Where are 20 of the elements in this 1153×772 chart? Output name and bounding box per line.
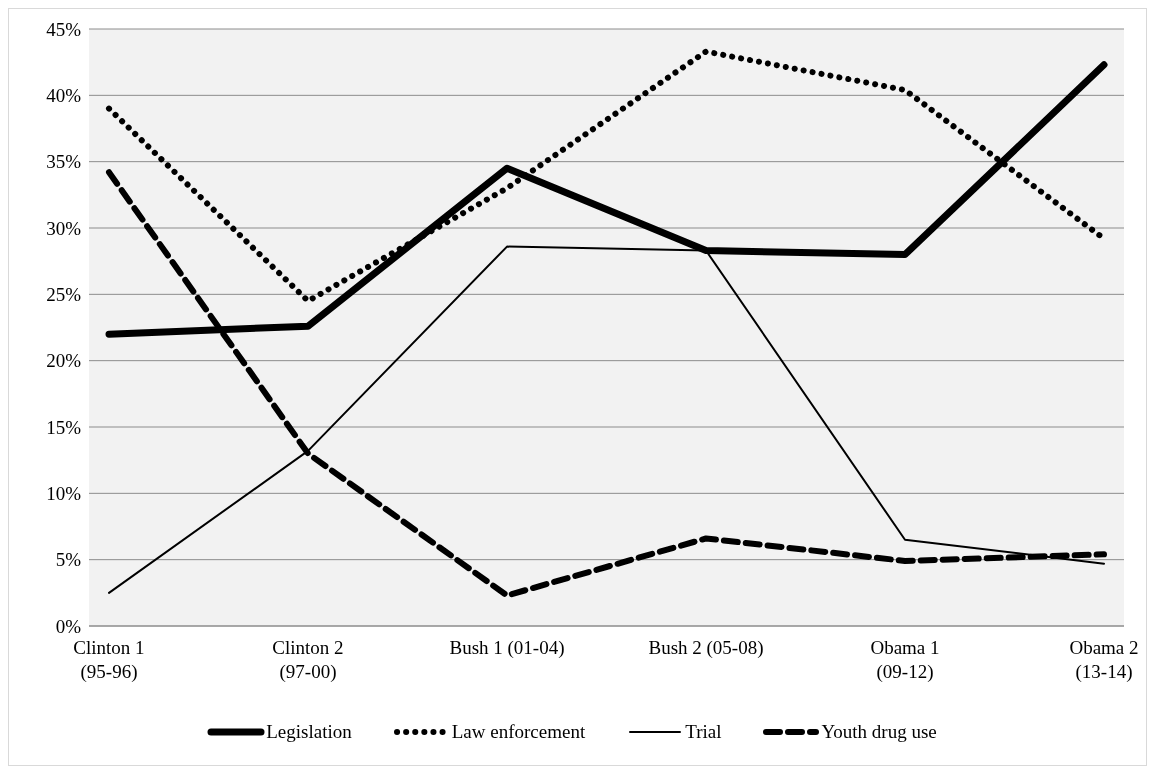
x-tick-label: Bush 1 (01-04) xyxy=(449,637,565,659)
y-tick-label: 45% xyxy=(46,18,82,40)
y-tick-label: 5% xyxy=(55,549,82,571)
y-tick-label: 30% xyxy=(46,217,82,239)
x-tick-label: Bush 2 (05-08) xyxy=(648,637,764,659)
y-tick-label: 10% xyxy=(46,483,82,505)
x-tick-label: Clinton 1 (95-96) xyxy=(73,637,145,683)
y-tick-label: 40% xyxy=(46,85,82,107)
x-tick-label: Clinton 2 (97-00) xyxy=(272,637,344,683)
x-tick-label: Obama 1 (09-12) xyxy=(870,637,940,683)
y-tick-label: 0% xyxy=(55,615,82,637)
x-tick-label: Obama 2 (13-14) xyxy=(1069,637,1139,683)
y-tick-label: 35% xyxy=(46,151,82,173)
legend-label: Trial xyxy=(685,721,722,743)
y-tick-label: 25% xyxy=(46,284,82,306)
legend-label: Law enforcement xyxy=(451,721,586,743)
y-tick-label: 15% xyxy=(46,416,82,438)
y-tick-label: 20% xyxy=(46,350,82,372)
legend-label: Legislation xyxy=(266,721,352,743)
legend-label: Youth drug use xyxy=(821,721,937,743)
